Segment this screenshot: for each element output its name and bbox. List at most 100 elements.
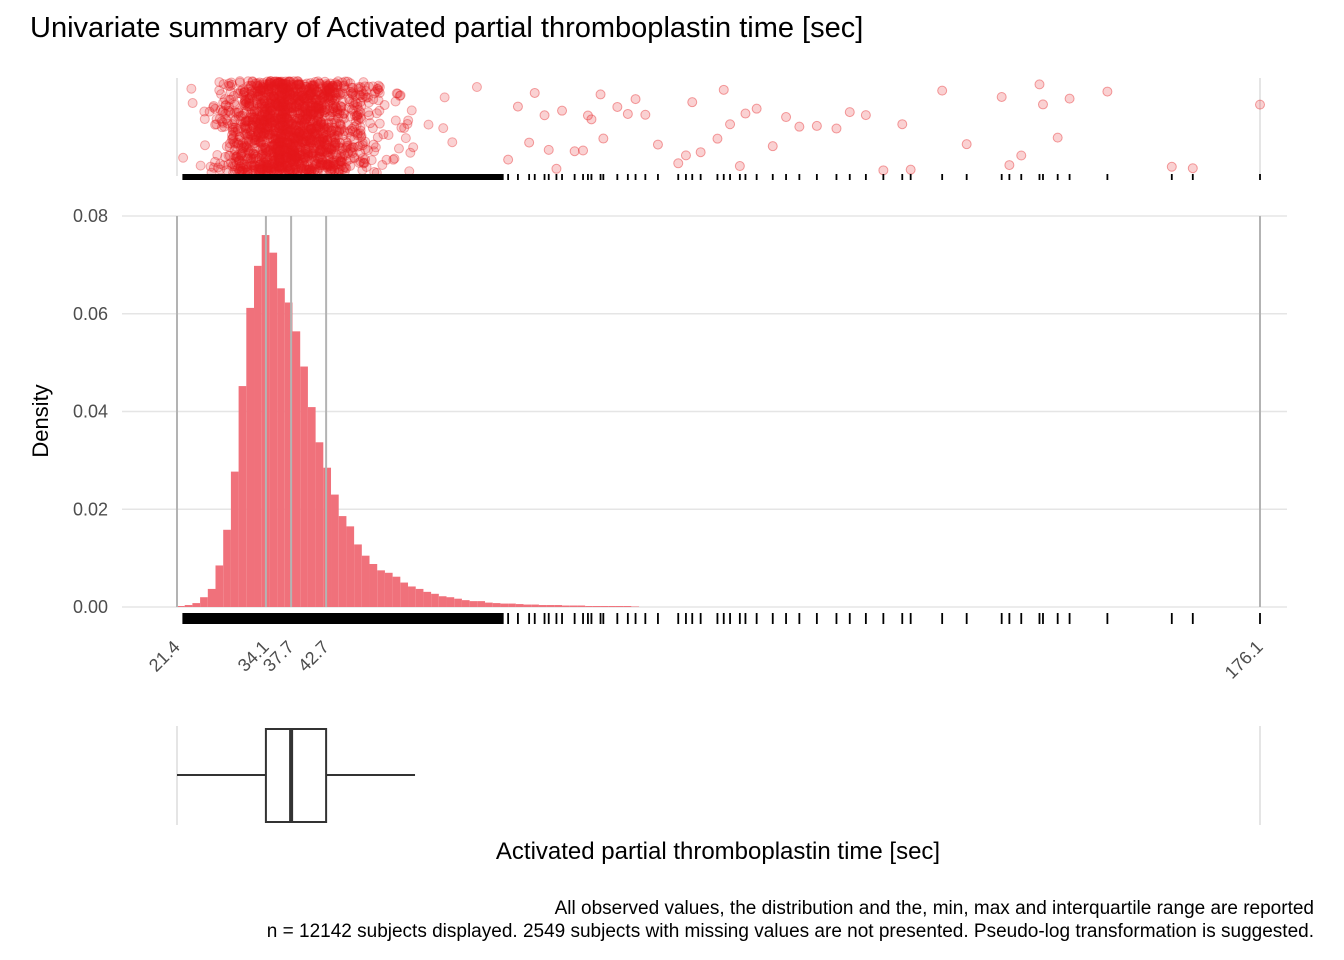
histogram-bar [577,605,586,607]
jitter-point [288,103,299,114]
jitter-point [332,126,343,137]
jitter-point [248,132,259,143]
jitter-point [328,114,339,125]
jitter-point [294,114,305,125]
jitter-point [301,164,312,175]
jitter-point [307,109,318,120]
jitter-point [279,86,290,97]
jitter-point [285,147,296,158]
jitter-point [229,99,240,110]
jitter-point [259,86,270,97]
jitter-point [241,139,252,150]
jitter-point [937,85,948,96]
jitter-point [265,129,276,140]
jitter-point [269,92,280,103]
jitter-point [279,137,290,148]
jitter-point [227,79,238,90]
jitter-point [210,156,221,167]
jitter-point [239,142,250,153]
jitter-point [292,137,303,148]
histogram-bar [207,588,216,607]
jitter-point [289,160,300,171]
jitter-point [569,146,580,157]
histogram-bar [254,265,262,607]
jitter-point [267,128,278,139]
jitter-point [305,82,316,93]
jitter-point [311,122,322,133]
jitter-point [256,122,267,133]
jitter-point [346,143,357,154]
jitter-point [298,93,309,104]
jitter-point [343,147,354,158]
jitter-point [288,79,299,90]
jitter-point [345,132,356,143]
jitter-point [313,87,324,98]
jitter-point [309,128,320,139]
jitter-point [284,157,295,168]
jitter-point [294,156,305,167]
jitter-point [263,130,274,141]
jitter-point [423,119,434,130]
jitter-point [321,85,332,96]
jitter-point [250,153,261,164]
jitter-point [318,92,329,103]
jitter-point [349,121,360,132]
jitter-point [269,147,280,158]
jitter-point [673,158,684,169]
jitter-point [284,139,295,150]
histogram-bar [238,386,247,607]
jitter-point [586,114,597,125]
jitter-point [308,148,319,159]
jitter-point [254,161,265,172]
jitter-point [251,105,262,116]
jitter-point [370,142,381,153]
jitter-point [284,116,295,127]
jitter-point [335,100,346,111]
jitter-point [355,147,366,158]
jitter-point [316,136,327,147]
jitter-point [374,118,385,129]
jitter-point [255,110,266,121]
histogram-bar [346,526,355,607]
jitter-point [254,159,265,170]
jitter-point [284,95,295,106]
jitter-point [316,117,327,128]
jitter-point [271,113,282,124]
jitter-point [680,150,691,161]
jitter-point [319,139,330,150]
jitter-point [260,126,271,137]
jitter-point [350,97,361,108]
jitter-point [225,138,236,149]
histogram-bar [307,407,316,607]
histogram-bar [223,529,231,607]
jitter-point [269,130,280,141]
jitter-point [268,126,279,137]
jitter-point [277,100,288,111]
jitter-point [324,144,335,155]
jitter-point [222,118,233,129]
jitter-point [277,124,288,135]
jitter-point [264,141,275,152]
jitter-point [302,148,313,159]
jitter-point [652,139,663,150]
jitter-point [272,78,283,89]
jitter-point [280,115,291,126]
jitter-point [355,128,366,139]
jitter-point [319,135,330,146]
jitter-point [512,101,523,112]
jitter-point [233,107,244,118]
jitter-point [273,127,284,138]
jitter-point [287,149,298,160]
jitter-point [307,84,318,95]
jitter-point [229,107,240,118]
jitter-point [687,97,698,108]
jitter-point [319,160,330,171]
histogram-bar [230,471,239,607]
jitter-point [307,137,318,148]
jitter-point [299,124,310,135]
jitter-point [273,113,284,124]
jitter-point [275,114,286,125]
jitter-point [255,91,266,102]
jitter-point [295,131,306,142]
jitter-point [399,123,410,134]
